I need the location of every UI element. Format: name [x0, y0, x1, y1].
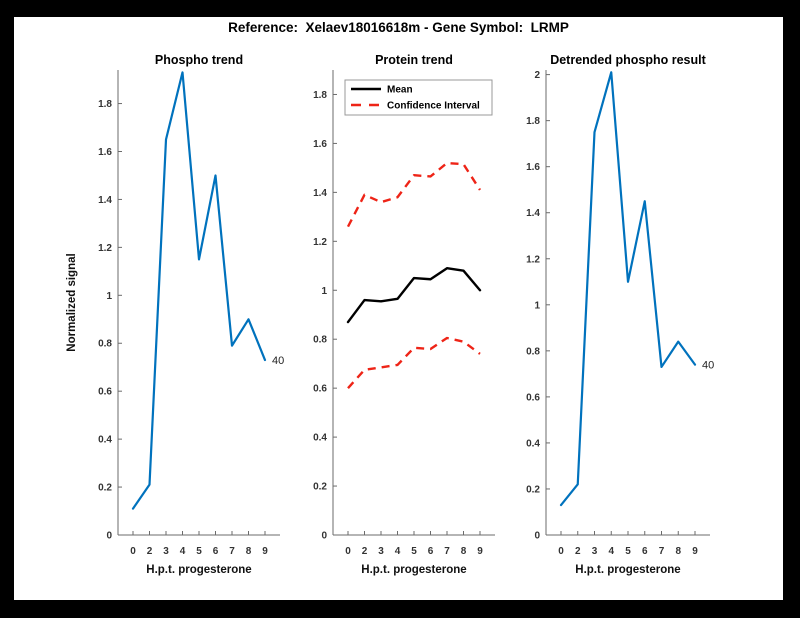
protein-trend-chart: 00.20.40.60.811.21.41.61.80 2 3 4 5 6 7 8 9Prote…	[313, 53, 495, 576]
x-tick-label: 3	[592, 546, 598, 557]
y-tick-label: 0.8	[98, 339, 112, 350]
legend-entry-label: Confidence Interval	[387, 101, 480, 112]
y-tick-label: 0.4	[98, 435, 112, 446]
x-tick-label: 7	[659, 546, 665, 557]
legend-entry-label: Mean	[387, 85, 413, 96]
charts-svg: 00.20.40.60.811.21.41.61.80 2 3 4 5 6 7 8 9Phosp…	[66, 53, 714, 576]
x-tick-label: 0	[345, 546, 351, 557]
y-tick-label: 0.2	[98, 483, 112, 494]
y-axis-label: Normalized signal	[66, 253, 78, 351]
y-tick-label: 1.8	[98, 99, 112, 110]
y-tick-label: 0	[106, 531, 112, 542]
x-tick-label: 8	[246, 546, 252, 557]
y-tick-label: 0.4	[526, 438, 540, 449]
x-tick-label: 7	[444, 546, 450, 557]
x-tick-label: 5	[196, 546, 202, 557]
y-tick-label: 0.6	[526, 392, 540, 403]
figure-title: Reference: Xelaev18016618m - Gene Symbol…	[228, 20, 569, 35]
x-tick-label: 2	[147, 546, 153, 557]
x-tick-label: 9	[477, 546, 483, 557]
x-tick-label: 2	[362, 546, 368, 557]
x-tick-label: 3	[163, 546, 169, 557]
y-tick-label: 1.2	[313, 237, 327, 248]
figure-canvas: Reference: Xelaev18016618m - Gene Symbol…	[14, 17, 783, 600]
x-tick-label: 6	[428, 546, 434, 557]
x-tick-label: 6	[213, 546, 219, 557]
y-tick-label: 1	[321, 286, 327, 297]
y-tick-label: 1.4	[313, 188, 327, 199]
series-end-annotation: 40	[272, 355, 284, 367]
x-tick-label: 0	[558, 546, 564, 557]
x-tick-label: 8	[461, 546, 467, 557]
y-tick-label: 1.6	[526, 162, 540, 173]
x-tick-label: 2	[575, 546, 581, 557]
y-tick-label: 0.6	[98, 387, 112, 398]
x-tick-label: 4	[395, 546, 401, 557]
protein-trend-series-confidence-upper	[346, 161, 482, 228]
x-axis-label: H.p.t. progesterone	[361, 564, 466, 576]
y-tick-label: 0.2	[313, 482, 327, 493]
y-tick-label: 0.6	[313, 384, 327, 395]
x-tick-label: 9	[262, 546, 268, 557]
y-tick-label: 0	[534, 531, 540, 542]
y-tick-label: 1.4	[526, 208, 540, 219]
x-tick-label: 3	[378, 546, 384, 557]
y-tick-label: 1.2	[526, 254, 540, 265]
y-tick-label: 1.6	[313, 139, 327, 150]
x-axis-label: H.p.t. progesterone	[146, 564, 251, 576]
legend-box	[344, 79, 493, 116]
x-tick-label: 6	[642, 546, 648, 557]
y-tick-label: 1.2	[98, 243, 112, 254]
y-tick-label: 1.4	[98, 195, 112, 206]
y-tick-label: 0.8	[313, 335, 327, 346]
y-tick-label: 1.8	[526, 116, 540, 127]
x-tick-label: 4	[180, 546, 186, 557]
y-tick-label: 1.8	[313, 90, 327, 101]
y-tick-label: 0.2	[526, 484, 540, 495]
x-tick-label: 8	[675, 546, 681, 557]
x-tick-label: 4	[608, 546, 614, 557]
protein-trend-series-mean	[346, 267, 482, 324]
y-tick-label: 0.8	[526, 346, 540, 357]
y-tick-label: 1.6	[98, 147, 112, 158]
x-tick-label: 9	[692, 546, 698, 557]
plot-title: Protein trend	[375, 53, 453, 67]
x-tick-label: 7	[229, 546, 235, 557]
x-axis-label: H.p.t. progesterone	[575, 564, 680, 576]
plot-title: Phospho trend	[155, 53, 243, 67]
plot-title: Detrended phospho result	[550, 53, 706, 67]
x-tick-label: 0	[130, 546, 136, 557]
phospho-trend-chart: 00.20.40.60.811.21.41.61.80 2 3 4 5 6 7 8 9Phosp…	[66, 53, 284, 576]
y-tick-label: 1	[534, 300, 540, 311]
y-tick-label: 1	[106, 291, 112, 302]
protein-trend-series-confidence-lower	[347, 336, 481, 389]
detrended-phospho-series-detrended-phospho-signal	[559, 71, 697, 507]
detrended-phospho-chart: 00.20.40.60.811.21.41.61.820 2 3 4 5 6 7 8 9Detr…	[526, 53, 714, 576]
y-tick-label: 0.4	[313, 433, 327, 444]
x-tick-label: 5	[411, 546, 417, 557]
x-tick-label: 5	[625, 546, 631, 557]
phospho-trend-series-phospho-signal	[131, 71, 267, 510]
y-tick-label: 0	[321, 531, 327, 542]
y-tick-label: 2	[534, 70, 540, 81]
series-end-annotation: 40	[702, 360, 714, 372]
